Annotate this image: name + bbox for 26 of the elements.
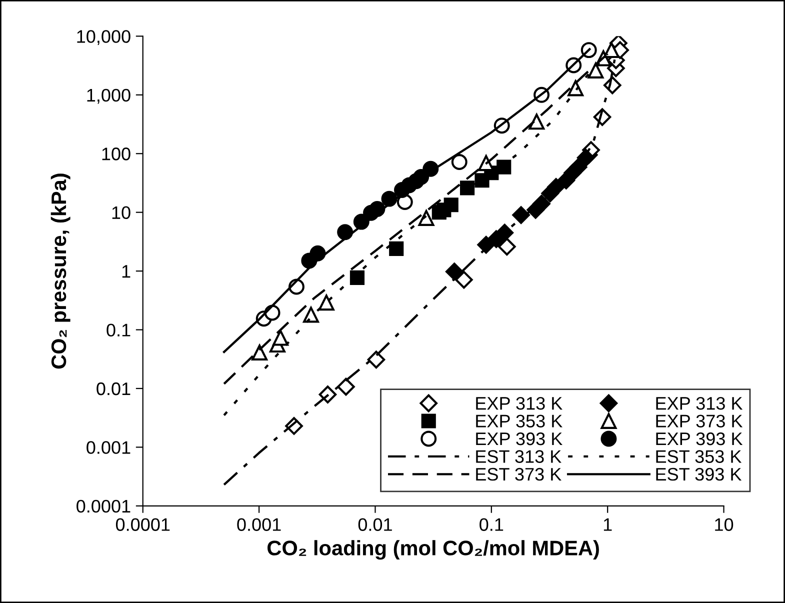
legend-label: EXP 313 K [476,396,562,410]
legend-label: EST 373 K [476,468,562,481]
x-tick-label: 10 [715,518,734,531]
y-tick-label: 1,000 [87,88,130,104]
x-tick-label: 0.1 [480,518,504,531]
y-axis-title: CO₂ pressure, (kPa) [50,174,70,369]
x-axis-title: CO₂ loading (mol CO₂/mol MDEA) [268,540,599,560]
x-tick-label: 0.01 [358,518,392,531]
y-tick-label: 0.1 [106,324,130,336]
legend-label: EST 313 K [476,450,562,463]
y-tick-label: 0.001 [86,441,130,454]
legend-label: EXP 393 K [476,432,562,446]
y-tick-label: 0.01 [96,382,130,396]
legend-label: EXP 373 K [656,414,743,428]
y-tick-label: 1 [122,265,130,278]
y-tick-label: 10 [112,206,130,220]
legend-label: EXP 353 K [476,414,562,428]
legend-label: EST 353 K [656,450,742,463]
y-tick-label: 100 [102,148,130,160]
y-tick-label: 0.0001 [76,500,130,513]
y-tick-label: 10,000 [77,30,130,46]
x-tick-label: 0.001 [237,518,281,531]
x-tick-label: 1 [604,518,612,531]
legend-label: EXP 393 K [656,432,743,446]
legend-label: EST 393 K [656,468,742,481]
legend-label: EXP 313 K [656,396,743,410]
